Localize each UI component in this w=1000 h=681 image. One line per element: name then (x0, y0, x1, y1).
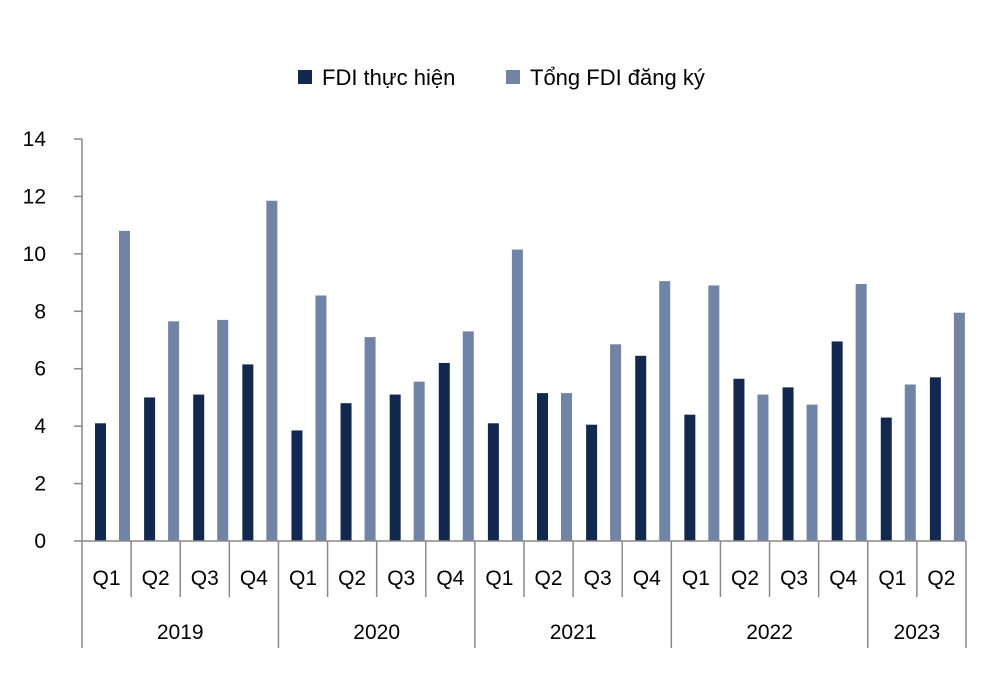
bar-tong-fdi-dang-ky (659, 281, 671, 541)
x-group-label: 2019 (157, 621, 204, 644)
y-tick-label: 10 (23, 243, 46, 266)
y-axis: 0 2 4 6 8 10 12 14 (23, 128, 83, 553)
x-group-label: 2020 (353, 621, 400, 644)
x-axis: Q1 Q2 Q3 Q4 Q1 Q2 Q3 Q4 Q1 Q2 Q3 Q4 Q1 Q2 Q3 Q4 Q1 Q2 2019… (81, 540, 967, 648)
bar-tong-fdi-dang-ky (708, 285, 720, 541)
bar-tong-fdi-dang-ky (217, 319, 229, 541)
bar-fdi-thuc-hien (782, 387, 794, 541)
x-group-label: 2023 (894, 621, 941, 644)
y-tick-label: 2 (34, 473, 46, 496)
bar-tong-fdi-dang-ky (953, 312, 965, 541)
x-category-label: Q3 (584, 567, 612, 590)
bar-fdi-thuc-hien (635, 355, 647, 541)
bar-tong-fdi-dang-ky (462, 331, 474, 541)
bar-fdi-thuc-hien (193, 394, 205, 541)
bar-tong-fdi-dang-ky (315, 295, 327, 541)
legend: FDI thực hiện Tổng FDI đăng ký (298, 65, 705, 90)
bar-tong-fdi-dang-ky (266, 200, 278, 541)
bar-tong-fdi-dang-ky (511, 249, 523, 542)
bar-fdi-thuc-hien (880, 417, 892, 541)
bar-tong-fdi-dang-ky (364, 337, 376, 541)
bar-fdi-thuc-hien (684, 414, 696, 541)
bar-fdi-thuc-hien (389, 394, 401, 541)
bar-tong-fdi-dang-ky (855, 284, 867, 541)
x-group-label: 2022 (746, 621, 793, 644)
x-category-label: Q4 (633, 567, 661, 590)
x-category-label: Q4 (436, 567, 464, 590)
x-group-label: 2021 (550, 621, 597, 644)
bar-tong-fdi-dang-ky (806, 404, 818, 541)
bar-fdi-thuc-hien (95, 423, 106, 541)
x-category-label: Q1 (878, 567, 906, 590)
x-category-label: Q3 (780, 567, 808, 590)
y-tick-label: 14 (23, 128, 47, 151)
x-category-label: Q1 (485, 567, 513, 590)
x-category-label: Q4 (240, 567, 268, 590)
bar-fdi-thuc-hien (291, 430, 303, 541)
x-category-label: Q1 (289, 567, 317, 590)
bar-fdi-thuc-hien (487, 423, 499, 541)
x-category-label: Q3 (191, 567, 219, 590)
legend-label-tong-fdi-dang-ky: Tổng FDI đăng ký (530, 65, 705, 90)
bar-tong-fdi-dang-ky (413, 381, 425, 541)
x-category-label: Q2 (535, 567, 563, 590)
y-tick-label: 8 (34, 300, 46, 323)
bar-tong-fdi-dang-ky (757, 394, 769, 541)
bar-fdi-thuc-hien (929, 377, 941, 541)
bar-fdi-thuc-hien (831, 341, 843, 541)
bar-fdi-thuc-hien (242, 364, 254, 541)
legend-swatch-fdi-thuc-hien (298, 70, 312, 84)
y-tick-label: 12 (23, 185, 46, 208)
bar-fdi-thuc-hien (144, 397, 156, 541)
bar-tong-fdi-dang-ky (119, 230, 130, 541)
legend-label-fdi-thuc-hien: FDI thực hiện (322, 65, 455, 90)
x-category-label: Q2 (927, 567, 955, 590)
bar-tong-fdi-dang-ky (610, 344, 622, 541)
bar-fdi-thuc-hien (537, 393, 548, 541)
bar-tong-fdi-dang-ky (168, 321, 180, 541)
legend-swatch-tong-fdi-dang-ky (506, 70, 520, 84)
x-category-label: Q2 (142, 567, 170, 590)
y-tick-label: 4 (34, 415, 46, 438)
x-category-label: Q4 (829, 567, 857, 590)
bar-tong-fdi-dang-ky (561, 393, 572, 541)
y-tick-label: 0 (34, 530, 46, 553)
y-tick-label: 6 (34, 358, 46, 381)
bar-fdi-thuc-hien (586, 424, 598, 541)
bar-tong-fdi-dang-ky (904, 384, 916, 541)
x-category-label: Q2 (731, 567, 759, 590)
bar-fdi-thuc-hien (340, 403, 352, 541)
x-category-label: Q2 (338, 567, 366, 590)
bar-fdi-thuc-hien (438, 362, 450, 541)
bars (95, 200, 965, 542)
bar-fdi-thuc-hien (733, 378, 745, 541)
x-category-label: Q1 (682, 567, 710, 590)
x-category-label: Q1 (93, 567, 121, 590)
x-category-label: Q3 (387, 567, 415, 590)
